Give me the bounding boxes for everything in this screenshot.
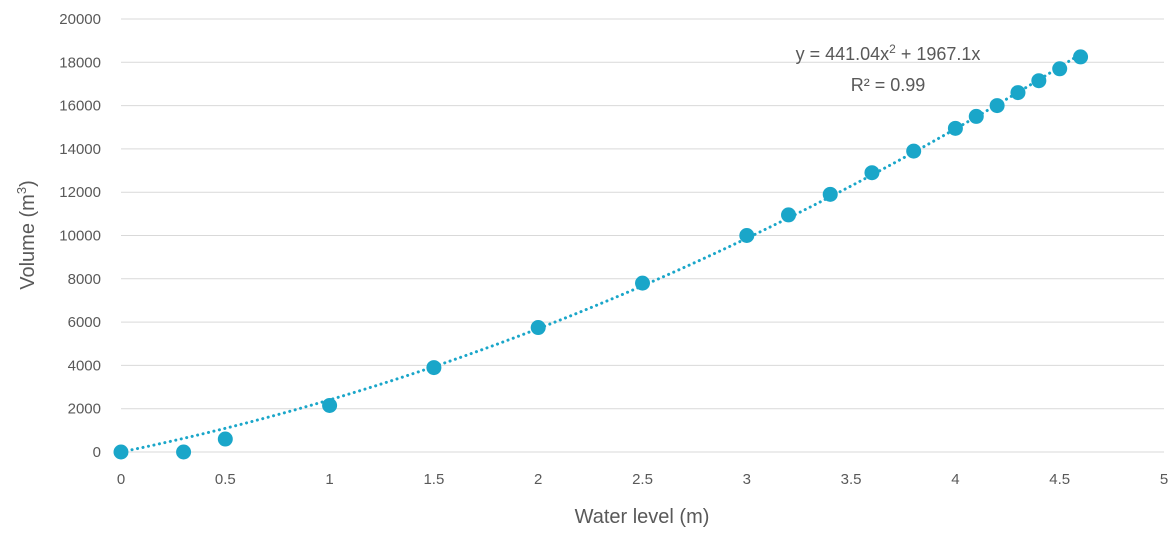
data-point xyxy=(635,275,650,291)
data-point xyxy=(426,360,442,376)
data-point xyxy=(864,165,880,181)
data-point xyxy=(176,444,192,460)
r-squared-label: R² = 0.99 xyxy=(851,75,926,95)
equation-sup: 2 xyxy=(889,42,896,56)
x-tick-label: 5 xyxy=(1160,471,1168,488)
data-point xyxy=(217,431,233,447)
y-tick-label: 14000 xyxy=(59,141,101,158)
x-tick-label: 2.5 xyxy=(632,471,653,488)
y-tick-label: 12000 xyxy=(59,184,101,201)
data-point xyxy=(781,207,797,223)
y-axis-title-close: ) xyxy=(17,180,39,187)
y-tick-label: 8000 xyxy=(68,271,101,288)
x-tick-label: 3.5 xyxy=(841,471,862,488)
data-point xyxy=(530,320,546,336)
data-point xyxy=(1010,85,1026,101)
gridlines xyxy=(121,18,1164,453)
x-tick-labels: 0 0.5 1 1.5 2 2.5 3 3.5 4 4.5 5 xyxy=(117,471,1168,488)
x-axis-title: Water level (m) xyxy=(575,506,710,528)
x-tick-label: 3 xyxy=(743,471,751,488)
y-tick-label: 0 xyxy=(93,444,101,461)
data-point xyxy=(1073,49,1089,65)
trendline xyxy=(119,52,1083,454)
x-tick-label: 4 xyxy=(951,471,959,488)
x-tick-label: 0.5 xyxy=(215,471,236,488)
y-axis-title-main: Volume (m xyxy=(17,194,39,290)
equation-prefix: y = 441.04x xyxy=(796,44,890,64)
x-tick-label: 0 xyxy=(117,471,125,488)
x-tick-label: 1 xyxy=(325,471,333,488)
data-point xyxy=(822,186,838,202)
x-tick-label: 2 xyxy=(534,471,542,488)
data-point xyxy=(989,98,1005,114)
x-tick-label: 4.5 xyxy=(1049,471,1070,488)
y-axis-title: Volume (m3) xyxy=(14,180,39,290)
y-tick-label: 10000 xyxy=(59,228,101,245)
y-axis-title-sup: 3 xyxy=(14,187,29,194)
equation-suffix: + 1967.1x xyxy=(896,44,981,64)
y-tick-label: 6000 xyxy=(68,314,101,331)
trendline-equation: y = 441.04x2 + 1967.1x xyxy=(796,42,981,64)
y-tick-label: 4000 xyxy=(68,357,101,374)
y-tick-label: 2000 xyxy=(68,401,101,418)
data-point xyxy=(947,120,963,136)
trendline-path xyxy=(119,52,1083,454)
data-points xyxy=(113,49,1089,460)
data-point xyxy=(906,143,922,159)
x-tick-label: 1.5 xyxy=(423,471,444,488)
y-tick-labels: 0 2000 4000 6000 8000 10000 12000 14000 16000 180… xyxy=(59,11,101,461)
data-point xyxy=(1031,73,1047,89)
y-tick-label: 16000 xyxy=(59,98,101,115)
data-point xyxy=(322,397,338,413)
y-tick-label: 20000 xyxy=(59,11,101,28)
data-point xyxy=(1052,61,1068,77)
data-point xyxy=(739,228,755,243)
data-point xyxy=(113,444,129,460)
data-point xyxy=(968,108,984,124)
y-tick-label: 18000 xyxy=(59,54,101,71)
